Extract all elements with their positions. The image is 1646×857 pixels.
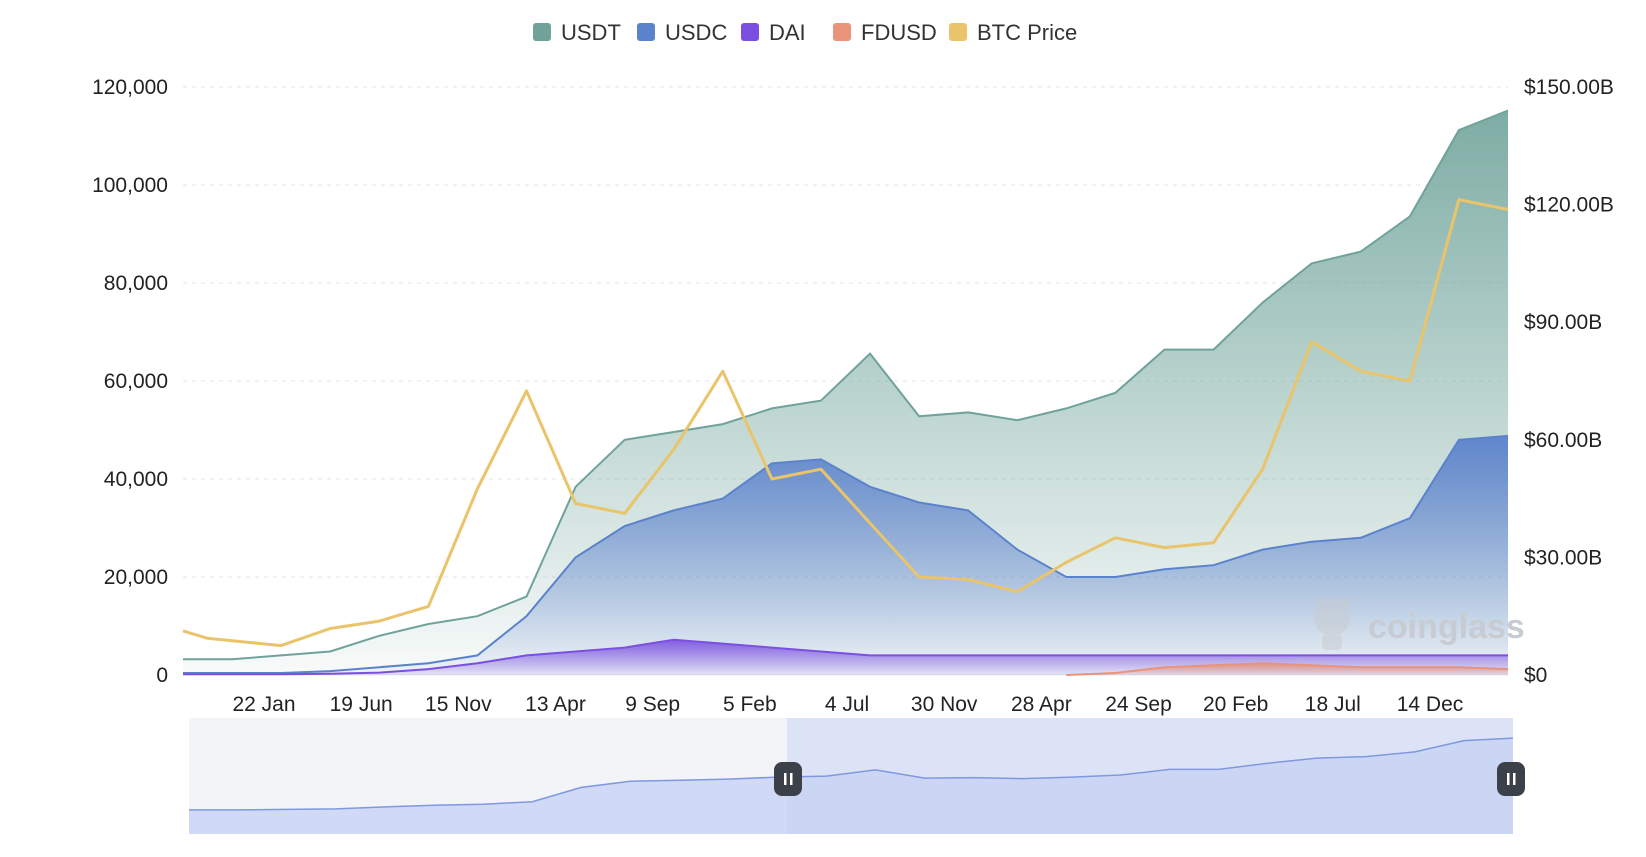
series-line-dai <box>183 638 1508 676</box>
watermark-logo-icon <box>1314 597 1350 650</box>
x-tick-label: 4 Jul <box>825 693 869 716</box>
y-left-tick-label: 60,000 <box>104 370 168 393</box>
legend-item-btc-price[interactable]: BTC Price <box>949 20 1077 45</box>
legend-label: BTC Price <box>977 20 1077 45</box>
navigator-overview-area <box>189 738 1513 834</box>
y-left-tick-label: 100,000 <box>92 174 168 197</box>
x-tick-label: 15 Nov <box>425 693 492 716</box>
x-tick-label: 9 Sep <box>625 693 680 716</box>
y-axis-left: 0 20,000 40,000 60,000 80,000 100,000 120,000 <box>92 76 168 687</box>
series-area-fdusd <box>1066 663 1508 675</box>
navigator-handle-left[interactable] <box>774 762 802 796</box>
x-tick-label: 13 Apr <box>525 693 586 716</box>
y-right-tick-label: $0 <box>1524 664 1547 687</box>
x-tick-label: 24 Sep <box>1105 693 1172 716</box>
legend-swatch <box>833 23 851 41</box>
navigator-overview-line <box>189 737 1514 811</box>
x-axis: 22 Jan 19 Jun 15 Nov 13 Apr 9 Sep 5 Feb 4 Jul 3… <box>232 693 1463 716</box>
y-left-tick-label: 20,000 <box>104 566 168 589</box>
series-line-fdusd <box>1066 662 1509 676</box>
x-tick-label: 30 Nov <box>911 693 978 716</box>
watermark-text: coinglass <box>1368 608 1525 646</box>
x-tick-label: 14 Dec <box>1397 693 1464 716</box>
y-right-tick-label: $60.00B <box>1524 429 1602 452</box>
legend-label: DAI <box>769 20 806 45</box>
legend-item-usdt[interactable]: USDT <box>533 20 621 45</box>
x-tick-label: 28 Apr <box>1011 693 1072 716</box>
series-line-btc-price <box>182 198 1509 648</box>
legend-label: USDC <box>665 20 727 45</box>
y-right-tick-label: $30.00B <box>1524 546 1602 569</box>
legend-swatch <box>637 23 655 41</box>
x-tick-label: 20 Feb <box>1203 693 1268 716</box>
legend-swatch <box>533 23 551 41</box>
y-left-tick-label: 80,000 <box>104 272 168 295</box>
series-line-usdc <box>183 434 1509 674</box>
series-area-usdt <box>183 110 1508 675</box>
legend-swatch <box>741 23 759 41</box>
range-navigator[interactable] <box>189 718 1525 834</box>
x-tick-label: 22 Jan <box>232 693 295 716</box>
x-tick-label: 5 Feb <box>723 693 777 716</box>
y-left-tick-label: 120,000 <box>92 76 168 99</box>
legend-item-fdusd[interactable]: FDUSD <box>833 20 937 45</box>
legend: USDT USDC DAI FDUSD BTC Price <box>533 20 1077 45</box>
legend-label: USDT <box>561 20 621 45</box>
x-tick-label: 19 Jun <box>330 693 393 716</box>
series-line-usdt <box>183 109 1509 661</box>
btc-price-layer <box>182 198 1509 648</box>
x-tick-label: 18 Jul <box>1305 693 1361 716</box>
series-area-usdc <box>183 435 1508 675</box>
y-axis-right: $0 $30.00B $60.00B $90.00B $120.00B $150.00B <box>1524 76 1614 687</box>
navigator-handle-right[interactable] <box>1497 762 1525 796</box>
y-left-tick-label: 0 <box>156 664 168 687</box>
y-left-tick-label: 40,000 <box>104 468 168 491</box>
legend-item-usdc[interactable]: USDC <box>637 20 727 45</box>
legend-item-dai[interactable]: DAI <box>741 20 806 45</box>
y-right-tick-label: $120.00B <box>1524 194 1614 217</box>
legend-label: FDUSD <box>861 20 937 45</box>
y-right-tick-label: $150.00B <box>1524 76 1614 99</box>
y-right-tick-label: $90.00B <box>1524 311 1602 334</box>
plot-area <box>183 109 1509 676</box>
legend-swatch <box>949 23 967 41</box>
